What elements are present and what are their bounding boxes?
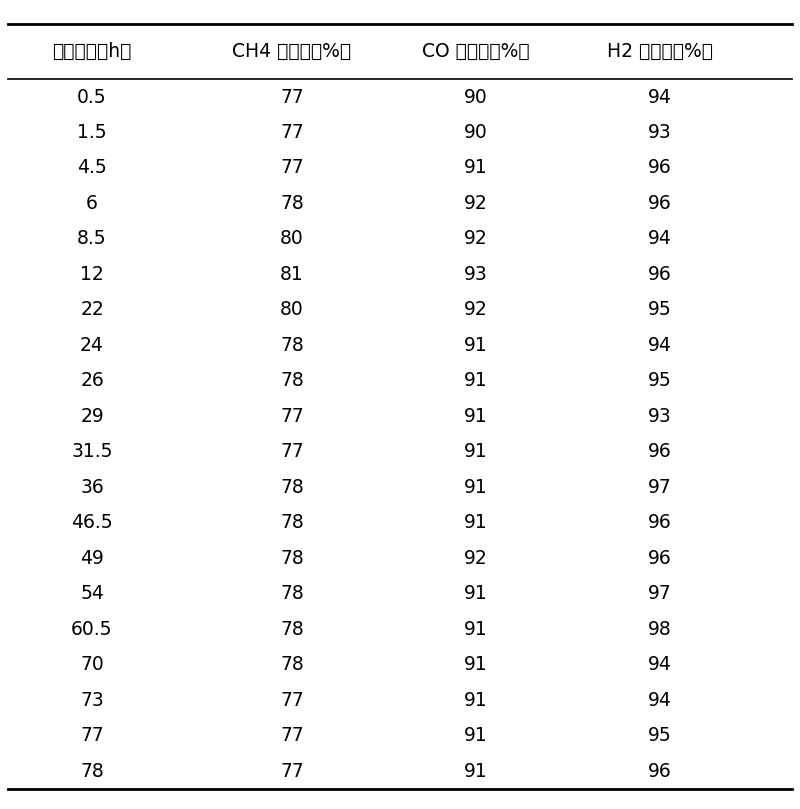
Text: 78: 78 [280, 584, 304, 604]
Text: 91: 91 [464, 726, 488, 745]
Text: 91: 91 [464, 655, 488, 674]
Text: 90: 90 [464, 87, 488, 107]
Text: 94: 94 [648, 691, 672, 709]
Text: 1.5: 1.5 [77, 123, 107, 142]
Text: 77: 77 [280, 761, 304, 781]
Text: 77: 77 [280, 87, 304, 107]
Text: 反应时间（h）: 反应时间（h） [52, 42, 132, 61]
Text: 93: 93 [464, 265, 488, 284]
Text: 77: 77 [280, 443, 304, 461]
Text: 91: 91 [464, 478, 488, 497]
Text: 78: 78 [80, 761, 104, 781]
Text: 81: 81 [280, 265, 304, 284]
Text: 0.5: 0.5 [77, 87, 107, 107]
Text: 54: 54 [80, 584, 104, 604]
Text: 24: 24 [80, 336, 104, 355]
Text: 73: 73 [80, 691, 104, 709]
Text: 60.5: 60.5 [71, 620, 113, 638]
Text: 29: 29 [80, 407, 104, 426]
Text: 78: 78 [280, 620, 304, 638]
Text: 78: 78 [280, 371, 304, 390]
Text: 96: 96 [648, 265, 672, 284]
Text: 22: 22 [80, 300, 104, 320]
Text: 80: 80 [280, 300, 304, 320]
Text: 6: 6 [86, 194, 98, 213]
Text: 95: 95 [648, 300, 672, 320]
Text: 96: 96 [648, 443, 672, 461]
Text: H2 选择性（%）: H2 选择性（%） [607, 42, 713, 61]
Text: 98: 98 [648, 620, 672, 638]
Text: 96: 96 [648, 194, 672, 213]
Text: 94: 94 [648, 87, 672, 107]
Text: 78: 78 [280, 549, 304, 568]
Text: 92: 92 [464, 194, 488, 213]
Text: CH4 转化率（%）: CH4 转化率（%） [233, 42, 351, 61]
Text: 96: 96 [648, 513, 672, 532]
Text: 94: 94 [648, 336, 672, 355]
Text: 91: 91 [464, 336, 488, 355]
Text: 78: 78 [280, 513, 304, 532]
Text: 77: 77 [280, 726, 304, 745]
Text: 91: 91 [464, 584, 488, 604]
Text: 78: 78 [280, 336, 304, 355]
Text: 92: 92 [464, 230, 488, 248]
Text: 49: 49 [80, 549, 104, 568]
Text: 93: 93 [648, 407, 672, 426]
Text: 77: 77 [280, 691, 304, 709]
Text: 91: 91 [464, 620, 488, 638]
Text: 96: 96 [648, 159, 672, 177]
Text: 94: 94 [648, 230, 672, 248]
Text: 80: 80 [280, 230, 304, 248]
Text: 36: 36 [80, 478, 104, 497]
Text: 95: 95 [648, 726, 672, 745]
Text: 78: 78 [280, 194, 304, 213]
Text: 95: 95 [648, 371, 672, 390]
Text: 77: 77 [80, 726, 104, 745]
Text: 92: 92 [464, 549, 488, 568]
Text: 31.5: 31.5 [71, 443, 113, 461]
Text: 96: 96 [648, 761, 672, 781]
Text: 91: 91 [464, 159, 488, 177]
Text: 12: 12 [80, 265, 104, 284]
Text: 8.5: 8.5 [77, 230, 107, 248]
Text: 91: 91 [464, 691, 488, 709]
Text: 46.5: 46.5 [71, 513, 113, 532]
Text: 91: 91 [464, 407, 488, 426]
Text: 4.5: 4.5 [77, 159, 107, 177]
Text: 91: 91 [464, 443, 488, 461]
Text: 91: 91 [464, 513, 488, 532]
Text: 92: 92 [464, 300, 488, 320]
Text: 77: 77 [280, 159, 304, 177]
Text: 97: 97 [648, 584, 672, 604]
Text: 91: 91 [464, 761, 488, 781]
Text: 90: 90 [464, 123, 488, 142]
Text: 77: 77 [280, 123, 304, 142]
Text: CO 选择性（%）: CO 选择性（%） [422, 42, 530, 61]
Text: 91: 91 [464, 371, 488, 390]
Text: 94: 94 [648, 655, 672, 674]
Text: 70: 70 [80, 655, 104, 674]
Text: 78: 78 [280, 655, 304, 674]
Text: 77: 77 [280, 407, 304, 426]
Text: 97: 97 [648, 478, 672, 497]
Text: 26: 26 [80, 371, 104, 390]
Text: 93: 93 [648, 123, 672, 142]
Text: 78: 78 [280, 478, 304, 497]
Text: 96: 96 [648, 549, 672, 568]
